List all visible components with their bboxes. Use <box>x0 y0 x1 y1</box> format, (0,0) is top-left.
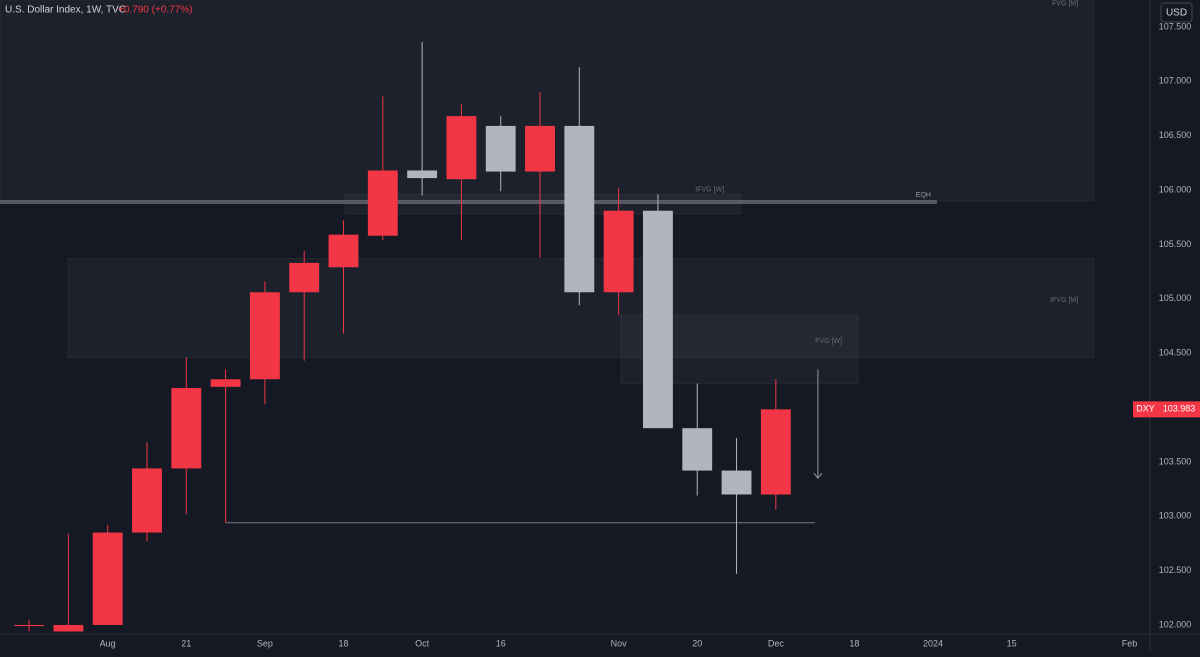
currency-button[interactable] <box>1160 2 1193 23</box>
plot: FVG [M] IFVG [W] IFVG [M] FVG [W] EQH <box>0 0 1095 632</box>
y-tick-label: 103.000 <box>1159 511 1192 521</box>
candle-body <box>289 262 320 293</box>
candle-body <box>525 125 555 172</box>
y-tick-label: 103.500 <box>1159 456 1192 466</box>
y-tick-label: 105.500 <box>1159 239 1192 249</box>
x-tick-label: Sep <box>257 638 273 648</box>
x-tick-label: Feb <box>1122 638 1138 648</box>
candle-body <box>210 379 241 387</box>
y-tick-label: 106.500 <box>1159 130 1192 140</box>
x-tick-label: Aug <box>100 638 116 648</box>
title: U.S. Dollar Index, 1W, TVC <box>5 5 126 16</box>
candle-body <box>564 125 595 293</box>
x-tick-label: Dec <box>768 638 785 648</box>
arrow-head <box>813 472 823 479</box>
x-tick-label: 16 <box>496 638 506 648</box>
price-tag-value: 103.983 <box>1163 404 1196 414</box>
zone-label: IFVG [W] <box>695 186 724 193</box>
candle-body <box>53 624 84 632</box>
zone-label: IFVG [M] <box>1050 297 1078 304</box>
x-tick-label: 2024 <box>923 638 943 648</box>
price-tag-symbol-bg <box>1133 401 1158 418</box>
level-label: EQH <box>916 192 931 199</box>
y-tick-label: 105.000 <box>1159 293 1192 303</box>
candle-body <box>485 125 516 172</box>
price-tag-bg <box>1158 401 1200 418</box>
currency-label[interactable]: USD <box>1166 8 1187 19</box>
zone-label: FVG [W] <box>815 338 842 345</box>
y-tick-label: 106.000 <box>1159 184 1192 194</box>
y-tick-label: 104.500 <box>1159 348 1192 358</box>
x-tick-label: 18 <box>338 638 348 648</box>
price-tag-symbol: DXY <box>1136 404 1155 414</box>
candle-body <box>367 170 398 236</box>
candle-body <box>132 468 162 533</box>
zone <box>344 193 741 215</box>
change: +0.790 (+0.77%) <box>118 5 193 16</box>
y-tick-label: 107.500 <box>1159 21 1192 31</box>
y-tick-label: 102.500 <box>1159 565 1192 575</box>
x-tick-label: Nov <box>611 638 628 648</box>
zone-label: FVG [M] <box>1052 1 1078 8</box>
x-tick-label: 21 <box>181 638 191 648</box>
candle-body <box>407 170 438 179</box>
candle-body <box>760 409 791 495</box>
candle-body <box>721 470 752 495</box>
candle-body <box>171 387 202 469</box>
y-tick-label: 107.000 <box>1159 76 1192 86</box>
candle-body <box>328 234 359 268</box>
x-tick-label: 15 <box>1007 638 1017 648</box>
x-tick-label: Oct <box>415 638 430 648</box>
candle-body <box>249 292 280 380</box>
x-tick-label: 20 <box>692 638 702 648</box>
candle-body <box>446 116 477 180</box>
candle-body <box>92 532 123 625</box>
y-tick-label: 102.000 <box>1159 619 1192 629</box>
candle-body <box>14 624 45 627</box>
candle-body <box>603 210 634 293</box>
zone <box>620 314 859 385</box>
candle-body <box>642 210 673 429</box>
x-tick-label: 18 <box>849 638 859 648</box>
candle-body <box>682 428 713 471</box>
